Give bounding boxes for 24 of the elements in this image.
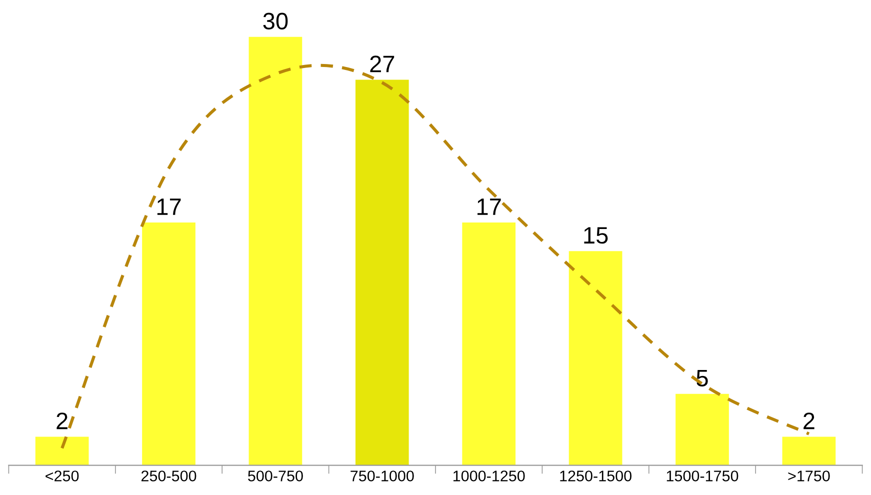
data-label: 5 <box>696 370 708 386</box>
data-label: 15 <box>584 227 608 244</box>
bar <box>568 251 622 466</box>
data-label: 17 <box>478 198 501 215</box>
x-tick-label: 250-500 <box>141 470 196 482</box>
x-tick-label: 1250-1500 <box>560 470 632 482</box>
bar <box>462 222 516 466</box>
bar <box>676 394 729 466</box>
bar <box>35 436 89 466</box>
x-tick-label: 750-1000 <box>350 470 414 482</box>
data-label: 2 <box>56 412 68 430</box>
x-tick-label: 1500-1750 <box>666 470 738 482</box>
bar <box>248 36 302 466</box>
data-label: 27 <box>370 56 394 72</box>
data-label: 2 <box>804 412 814 430</box>
x-tick-label: <250 <box>46 470 79 482</box>
x-tick-label: 1000-1250 <box>453 470 525 482</box>
x-tick-label: >1750 <box>788 470 830 482</box>
data-label: 30 <box>263 12 288 30</box>
bar <box>782 436 836 466</box>
x-tick-label: 500-750 <box>248 470 303 482</box>
bar <box>142 222 196 466</box>
data-label: 17 <box>157 198 181 215</box>
bar <box>355 80 409 466</box>
